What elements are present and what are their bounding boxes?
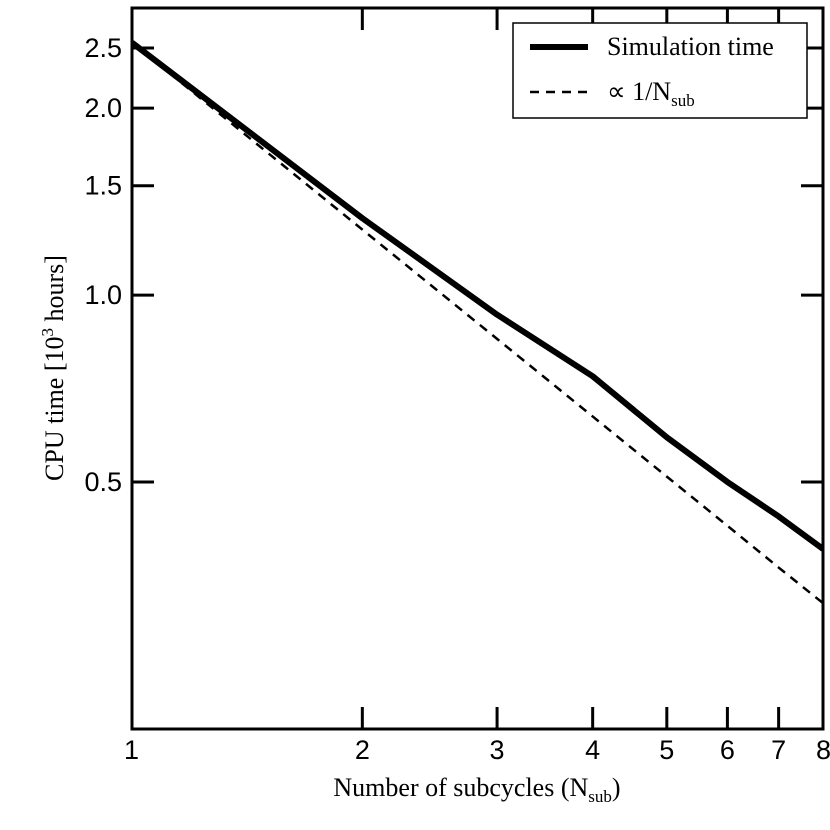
y-tick-label: 2.0 [84, 93, 122, 123]
x-tick-label: 4 [585, 735, 600, 765]
x-tick-label: 8 [816, 735, 830, 765]
y-tick-label: 0.5 [84, 467, 122, 497]
y-axis-title-suffix: hours] [40, 255, 69, 328]
series-lines [132, 40, 823, 605]
legend-label-scaling-subscript: sub [671, 91, 695, 110]
x-tick-label: 1 [124, 735, 139, 765]
x-axis-title-suffix: ) [612, 773, 621, 802]
x-axis-title-main: Number of subcycles (N [333, 773, 588, 802]
y-tick-label: 1.0 [84, 280, 122, 310]
series-line-scaling [132, 41, 823, 605]
x-tick-label: 2 [355, 735, 370, 765]
legend-label-simulation: Simulation time [607, 32, 774, 61]
x-axis-title: Number of subcycles (Nsub) [333, 773, 620, 806]
tick-labels: 1 2 3 4 5 6 7 8 0.5 1.0 1.5 2.0 2.5 [84, 33, 830, 765]
y-axis-title: CPU time [103 hours] [38, 255, 69, 481]
y-axis-title-main: CPU time [10 [40, 336, 69, 480]
x-axis-title-subscript: sub [588, 787, 612, 806]
x-tick-label: 3 [490, 735, 505, 765]
y-axis-title-superscript: 3 [38, 328, 57, 337]
y-tick-label: 1.5 [84, 171, 122, 201]
x-tick-label: 6 [720, 735, 735, 765]
legend: Simulation time ∝ 1/Nsub [512, 22, 808, 119]
series-line-simulation [132, 40, 823, 552]
legend-label-scaling: ∝ 1/Nsub [607, 77, 695, 110]
x-tick-label: 7 [771, 735, 786, 765]
legend-box [512, 22, 808, 119]
x-tick-label: 5 [659, 735, 674, 765]
plot-frame [130, 6, 825, 731]
y-tick-label: 2.5 [84, 33, 122, 63]
legend-label-scaling-main: ∝ 1/N [607, 77, 671, 106]
